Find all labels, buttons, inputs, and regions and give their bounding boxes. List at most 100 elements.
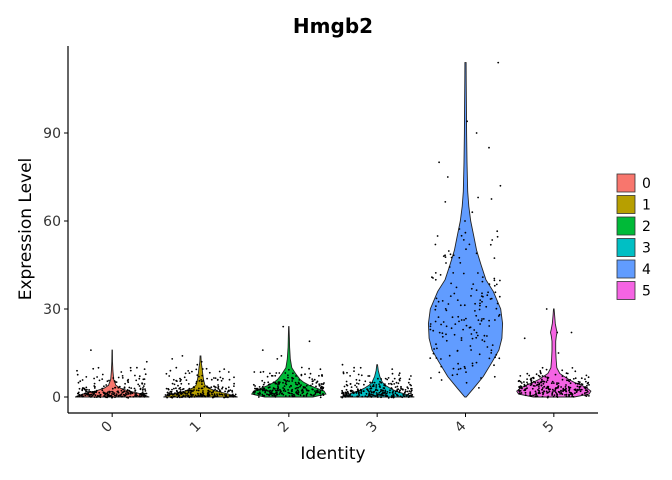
data-point <box>213 395 215 398</box>
data-point <box>342 372 345 375</box>
data-point <box>460 319 463 321</box>
data-point <box>263 381 266 384</box>
data-point <box>210 386 213 389</box>
data-point <box>116 390 119 393</box>
data-point <box>257 396 260 398</box>
data-point <box>463 319 465 321</box>
data-point <box>524 394 527 397</box>
data-point <box>391 368 394 370</box>
data-point <box>398 390 401 392</box>
data-point <box>350 389 353 392</box>
data-point <box>188 372 191 374</box>
data-point <box>367 395 370 397</box>
data-point <box>184 396 187 398</box>
data-point <box>297 391 299 394</box>
data-point <box>435 297 438 300</box>
data-point <box>587 376 590 379</box>
data-point <box>253 393 256 395</box>
data-point <box>234 395 237 398</box>
data-point <box>392 393 395 396</box>
data-point <box>561 378 564 381</box>
data-point <box>358 379 361 382</box>
data-point <box>529 378 532 381</box>
data-point <box>494 356 496 359</box>
data-point <box>229 389 232 391</box>
data-point <box>436 347 438 350</box>
data-point <box>458 228 461 230</box>
data-point <box>488 146 490 149</box>
data-point <box>284 395 287 397</box>
data-point <box>180 382 183 385</box>
data-point <box>314 393 317 395</box>
data-point <box>230 394 233 397</box>
data-point <box>357 389 360 392</box>
data-point <box>76 369 78 372</box>
data-point <box>291 390 293 393</box>
data-point <box>287 391 290 394</box>
data-point <box>141 389 144 391</box>
data-point <box>185 379 188 381</box>
data-point <box>458 256 461 259</box>
data-point <box>208 387 211 389</box>
data-point <box>578 381 581 384</box>
data-point <box>552 395 555 398</box>
data-point <box>225 396 227 399</box>
data-point <box>277 381 280 384</box>
data-point <box>480 377 482 379</box>
x-tick-label: 4 <box>452 418 470 436</box>
data-point <box>537 389 539 391</box>
data-point <box>574 382 577 385</box>
data-point <box>135 392 138 394</box>
data-point <box>526 387 528 389</box>
data-point <box>92 367 95 370</box>
data-point <box>127 393 130 395</box>
data-point <box>449 295 452 297</box>
data-point <box>282 381 284 384</box>
data-point <box>538 387 540 389</box>
data-point <box>137 383 140 386</box>
data-point <box>103 392 105 395</box>
data-point <box>408 394 411 397</box>
data-point <box>456 350 459 352</box>
data-point <box>584 394 587 397</box>
data-point <box>382 387 385 389</box>
data-point <box>311 378 314 380</box>
data-point <box>355 390 358 393</box>
data-point <box>269 391 271 394</box>
data-point <box>273 393 276 395</box>
data-point <box>440 379 443 381</box>
data-point <box>192 394 195 396</box>
data-point <box>496 230 499 233</box>
data-point <box>580 388 583 391</box>
data-point <box>99 396 102 399</box>
data-point <box>530 381 533 384</box>
data-point <box>490 352 493 354</box>
legend-label-3: 3 <box>642 241 651 257</box>
data-point <box>457 362 459 365</box>
data-point <box>232 395 235 397</box>
data-point <box>410 392 412 394</box>
data-point <box>166 394 169 396</box>
data-point <box>462 328 464 331</box>
data-point <box>378 385 381 388</box>
data-point <box>311 388 314 391</box>
data-point <box>493 277 496 280</box>
data-point <box>114 386 117 389</box>
data-point <box>491 344 494 346</box>
data-point <box>551 392 554 395</box>
data-point <box>258 386 261 388</box>
data-point <box>532 394 534 397</box>
data-point <box>375 392 378 394</box>
data-point <box>447 303 450 305</box>
data-point <box>519 392 521 395</box>
data-point <box>308 376 311 379</box>
data-point <box>164 394 167 396</box>
data-point <box>135 379 138 382</box>
data-point <box>106 391 109 394</box>
data-point <box>557 382 560 385</box>
data-point <box>76 395 79 398</box>
data-point <box>519 375 522 377</box>
data-point <box>124 382 126 385</box>
data-point <box>496 235 499 238</box>
data-point <box>263 394 266 397</box>
